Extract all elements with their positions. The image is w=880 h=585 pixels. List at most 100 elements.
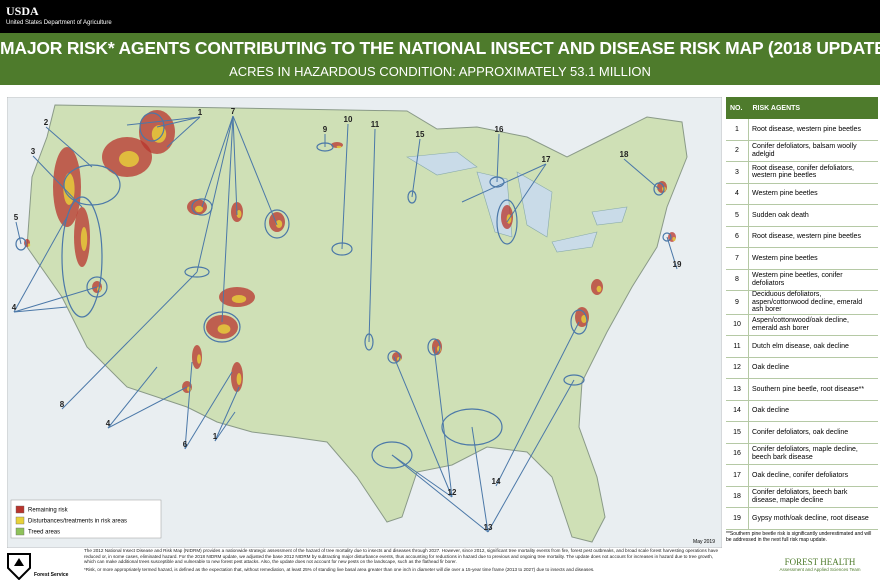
- treatment-spot: [236, 210, 242, 218]
- table-row: 16 Conifer defoliators, maple decline, be…: [726, 443, 878, 465]
- callout-label: 6: [183, 440, 188, 449]
- agency-name: United States Department of Agriculture: [6, 20, 112, 26]
- table-row: 10 Aspen/cottonwood/oak decline, emerald …: [726, 314, 878, 336]
- row-number: 5: [726, 204, 749, 227]
- table-row: 9 Deciduous defoliators, aspen/cottonwood…: [726, 290, 878, 315]
- risk-agent: Western pine beetles: [748, 247, 878, 270]
- risk-agent: Root disease, western pine beetles: [748, 119, 878, 141]
- callout-label: 1: [198, 108, 203, 117]
- callout-label: 11: [371, 120, 380, 129]
- callout-line: [461, 163, 547, 203]
- callout-line: [184, 361, 193, 450]
- legend: Remaining risk Disturbances/treatments in…: [10, 499, 162, 539]
- legend-swatch: [15, 527, 25, 536]
- callout-ellipse: [184, 266, 210, 278]
- row-number: 18: [726, 486, 749, 508]
- footer-text: The 2012 National Insect Disease and Ris…: [84, 548, 724, 574]
- callout-ellipse: [15, 237, 27, 251]
- risk-agent: Oak decline: [748, 400, 878, 422]
- row-number: 4: [726, 183, 749, 205]
- risk-agent: Western pine beetles, conifer defoliator…: [748, 269, 878, 291]
- treatment-spot: [27, 243, 31, 247]
- row-number: 16: [726, 443, 749, 465]
- callout-line: [45, 126, 93, 168]
- row-number: 10: [726, 314, 749, 336]
- legend-swatch: [15, 505, 25, 514]
- great-lakes: [406, 151, 628, 253]
- shield: [7, 553, 31, 581]
- treatment-spot: [581, 315, 587, 323]
- callout-line: [232, 115, 238, 216]
- treatment-spot: [119, 151, 139, 167]
- callout-label: 3: [31, 147, 36, 156]
- callout-line: [15, 221, 22, 245]
- callout-line: [506, 163, 547, 223]
- callout-line: [368, 128, 376, 343]
- row-number: 1: [726, 119, 749, 141]
- callout-ellipse: [371, 441, 413, 469]
- callout-line: [196, 115, 234, 273]
- callout-line: [107, 386, 188, 429]
- treatment-spot: [596, 285, 602, 293]
- callout-label: 19: [673, 260, 682, 269]
- callout-label: 14: [492, 477, 501, 486]
- risk-agent: Conifer defoliators, balsam woolly adelg…: [748, 140, 878, 162]
- callout-label: 2: [44, 118, 49, 127]
- row-number: 15: [726, 421, 749, 444]
- callout-label: 4: [12, 303, 17, 312]
- callout-label: 13: [484, 523, 493, 532]
- risk-agent: Root disease, conifer defoliators, weste…: [748, 161, 878, 184]
- team-name: Assessment and Applied Sciences Team: [779, 567, 861, 572]
- row-number: 3: [726, 161, 749, 184]
- treatment-spot: [151, 125, 167, 143]
- callout-label: 18: [620, 150, 629, 159]
- callout-line: [156, 116, 201, 128]
- callout-label: 5: [14, 213, 19, 222]
- table-row: 12 Oak decline: [726, 357, 878, 379]
- callout-ellipse: [427, 338, 441, 356]
- title: MAJOR RISK* AGENTS CONTRIBUTING TO THE N…: [0, 38, 880, 58]
- callout-ellipse: [570, 309, 588, 335]
- risk-agent: Conifer defoliators, maple decline, beec…: [748, 443, 878, 465]
- callout-line: [623, 158, 660, 190]
- callout-line: [32, 155, 83, 208]
- table-row: 7 Western pine beetles: [726, 247, 878, 270]
- legend-label: Remaining risk: [28, 508, 69, 514]
- callout-line: [391, 454, 453, 498]
- title-bar: MAJOR RISK* AGENTS CONTRIBUTING TO THE N…: [0, 33, 880, 85]
- row-number: 9: [726, 290, 749, 315]
- callout-line: [184, 371, 233, 450]
- callout-line: [126, 116, 201, 126]
- table-row: 1 Root disease, western pine beetles: [726, 119, 878, 141]
- callout-line: [433, 346, 453, 498]
- risk-agent: Dutch elm disease, oak decline: [748, 335, 878, 358]
- callout-line: [411, 138, 421, 198]
- callout-label: 7: [231, 107, 236, 116]
- callout-label: 15: [416, 130, 425, 139]
- row-number: 8: [726, 269, 749, 291]
- row-number: 13: [726, 378, 749, 401]
- top-bar: USDA United States Department of Agricul…: [0, 0, 880, 33]
- treatment-spot: [236, 373, 242, 385]
- callout-label: 17: [542, 155, 551, 164]
- table-row: 3 Root disease, conifer defoliators, west…: [726, 161, 878, 184]
- table-row: 15 Conifer defoliators, oak decline: [726, 421, 878, 444]
- team-title: FOREST HEALTH: [784, 557, 856, 567]
- row-number: 19: [726, 507, 749, 530]
- callout-line: [61, 271, 198, 410]
- callout-line: [391, 454, 489, 533]
- subtitle: ACRES IN HAZARDOUS CONDITION: APPROXIMAT…: [229, 64, 651, 79]
- table-row: 19 Gypsy moth/oak decline, root disease: [726, 507, 878, 530]
- risk-agent: Sudden oak death: [748, 204, 878, 227]
- callout-label: 8: [60, 400, 65, 409]
- header-cell: RISK AGENTS: [748, 97, 878, 119]
- forest-service: Forest Service: [34, 572, 69, 578]
- callout-ellipse: [662, 232, 672, 242]
- row-number: 2: [726, 140, 749, 162]
- callout-line: [666, 236, 678, 270]
- callout-line: [487, 379, 575, 533]
- table-row: 14 Oak decline: [726, 400, 878, 422]
- callout-line: [495, 321, 580, 487]
- risk-agent: Oak decline: [748, 357, 878, 379]
